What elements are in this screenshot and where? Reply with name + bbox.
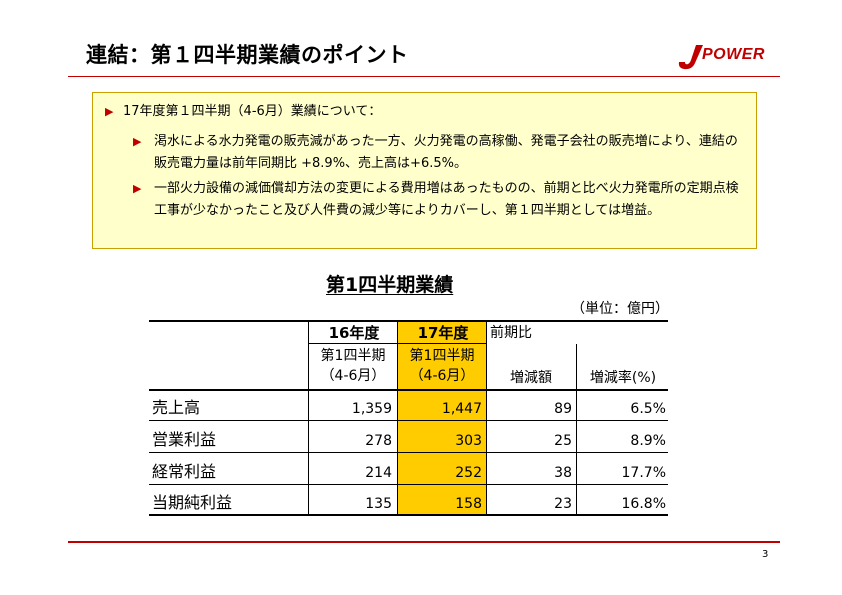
table-title: 第1四半期業績 (326, 274, 454, 296)
row-label: 当期純利益 (152, 493, 233, 512)
bullet-arrow-icon: ▶ (133, 182, 142, 195)
summary-box: ▶ 17年度第１四半期（4-6月）業績について： ▶ 渇水による水力発電の販売減… (92, 92, 757, 249)
column-divider (397, 321, 398, 515)
bullet-arrow-icon: ▶ (133, 135, 142, 148)
row-rule (149, 420, 668, 421)
row-label: 経常利益 (152, 462, 217, 481)
cell-curr: 158 (455, 496, 482, 512)
column-divider (576, 344, 577, 515)
cell-diff: 38 (554, 465, 572, 481)
cell-prev: 135 (365, 496, 392, 512)
column-divider (486, 321, 487, 515)
cell-rate: 16.8% (621, 496, 666, 512)
header-bottom-rule (149, 389, 668, 391)
col-header-prev-quarter: 第1四半期 (320, 348, 386, 364)
current-year-highlight (397, 321, 487, 515)
summary-point-text: 渇水による水力発電の販売減があった一方、火力発電の高稼働、発電子会社の販売増によ… (154, 134, 738, 171)
title-divider (68, 76, 780, 77)
cell-prev: 1,359 (351, 401, 392, 417)
col-header-prev-period: （4-6月） (320, 368, 386, 384)
cell-prev: 278 (365, 433, 392, 449)
col-header-diff: 増減額 (510, 370, 552, 386)
cell-curr: 1,447 (441, 401, 482, 417)
row-label: 営業利益 (152, 430, 217, 449)
cell-diff: 23 (554, 496, 572, 512)
logo-wordmark: POWER (702, 46, 765, 63)
cell-curr: 252 (455, 465, 482, 481)
cell-rate: 8.9% (630, 433, 666, 449)
col-header-curr-quarter: 第1四半期 (409, 348, 475, 364)
unit-label: （単位：億円） (571, 301, 669, 317)
summary-heading-item: ▶ 17年度第１四半期（4-6月）業績について： (105, 101, 381, 123)
row-rule (149, 484, 668, 485)
col-header-compare: 前期比 (490, 325, 532, 341)
column-divider (308, 321, 309, 515)
summary-point: ▶ 一部火力設備の減価償却方法の変更による費用増はあったものの、前期と比べ火力発… (133, 178, 745, 222)
slide-title: 連結：第１四半期業績のポイント (86, 43, 409, 67)
company-logo: POWER (676, 43, 780, 71)
cell-curr: 303 (455, 433, 482, 449)
col-header-curr-period: （4-6月） (409, 368, 475, 384)
row-rule (149, 452, 668, 453)
footer-divider (68, 541, 780, 543)
bullet-arrow-icon: ▶ (105, 105, 114, 118)
table-bottom-rule (149, 514, 668, 516)
cell-diff: 89 (554, 401, 572, 417)
col-header-curr-year: 17年度 (417, 324, 469, 342)
summary-heading: 17年度第１四半期（4-6月）業績について： (123, 104, 382, 119)
j-mark-icon (678, 45, 703, 70)
page-number: 3 (762, 549, 769, 560)
col-header-prev-year: 16年度 (328, 324, 380, 342)
cell-diff: 25 (554, 433, 572, 449)
cell-prev: 214 (365, 465, 392, 481)
cell-rate: 6.5% (630, 401, 666, 417)
summary-point-text: 一部火力設備の減価償却方法の変更による費用増はあったものの、前期と比べ火力発電所… (154, 181, 739, 218)
table-top-rule (149, 320, 668, 322)
summary-point: ▶ 渇水による水力発電の販売減があった一方、火力発電の高稼働、発電子会社の販売増… (133, 131, 745, 175)
cell-rate: 17.7% (621, 465, 666, 481)
col-header-rate: 増減率(%) (589, 370, 657, 386)
row-label: 売上高 (152, 398, 201, 417)
